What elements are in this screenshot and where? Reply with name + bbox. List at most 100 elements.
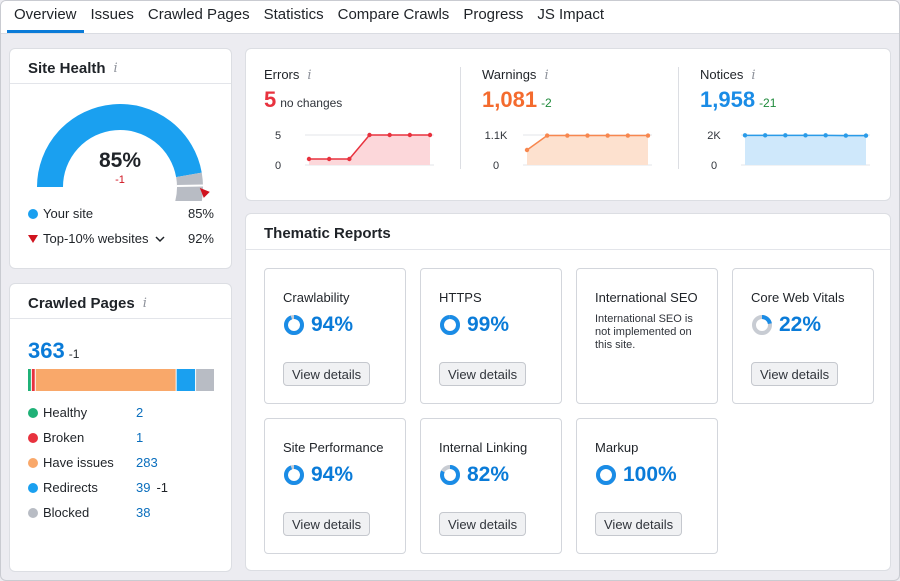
- notices-stat: Notices i 1,958 -21: [700, 67, 899, 113]
- chevron-down-icon[interactable]: [154, 235, 165, 243]
- report-card-international-seo[interactable]: International SEO International SEO is no…: [576, 268, 718, 404]
- info-icon[interactable]: i: [142, 296, 147, 311]
- view-details-button[interactable]: View details: [439, 362, 527, 386]
- report-score: 99%: [439, 313, 509, 337]
- crawled-pages-delta: -1: [68, 347, 80, 361]
- report-card-https[interactable]: HTTPS 99% View details: [420, 268, 562, 404]
- crawled-pages-row[interactable]: Broken 1: [28, 430, 143, 445]
- errors-delta: no changes: [280, 96, 343, 110]
- sparkline-point[interactable]: [645, 133, 651, 138]
- sparkline-point[interactable]: [544, 133, 550, 138]
- view-details-button[interactable]: View details: [283, 512, 371, 536]
- divider: [246, 249, 890, 250]
- row-label: Blocked: [43, 505, 90, 520]
- view-details-button[interactable]: View details: [751, 362, 839, 386]
- sparkline-point[interactable]: [585, 133, 590, 138]
- y-tick-label-bottom: 0: [275, 160, 281, 172]
- site-health-card: Site Health i 85% -1 Your site 85% Top-1…: [9, 48, 232, 269]
- thematic-reports-card: Thematic Reports Crawlability 94% View det…: [245, 213, 891, 571]
- info-icon[interactable]: i: [113, 61, 118, 76]
- row-count[interactable]: 1: [136, 430, 144, 445]
- divider: [10, 318, 231, 319]
- warnings-value[interactable]: 1,081 -2: [482, 87, 552, 112]
- sparkline-point[interactable]: [625, 133, 631, 138]
- site-health-percent: 85%: [99, 149, 141, 172]
- sparkline-point[interactable]: [803, 133, 808, 138]
- tab-compare-crawls[interactable]: Compare Crawls: [337, 6, 450, 23]
- report-card-internal-linking[interactable]: Internal Linking 82% View details: [420, 418, 562, 554]
- errors-sparkline: 50: [275, 130, 434, 172]
- legend-top10[interactable]: Top-10% websites 92%: [28, 231, 214, 246]
- sparkline-point[interactable]: [762, 133, 768, 138]
- tab-statistics[interactable]: Statistics: [263, 6, 324, 23]
- bar-segment-blocked[interactable]: [196, 369, 214, 391]
- sparkline-point[interactable]: [306, 156, 312, 162]
- errors-value[interactable]: 5 no changes: [264, 87, 343, 112]
- sparkline-point[interactable]: [823, 133, 828, 138]
- info-icon[interactable]: i: [544, 68, 549, 83]
- view-details-button[interactable]: View details: [595, 512, 683, 536]
- sparkline-point[interactable]: [347, 156, 352, 162]
- bar-segment-redirects[interactable]: [176, 369, 196, 391]
- bar-segment-have-issues[interactable]: [35, 369, 176, 391]
- divider: [678, 67, 679, 169]
- sparkline-point[interactable]: [605, 133, 610, 138]
- row-count[interactable]: 39 -1: [136, 480, 169, 495]
- sparkline-area: [527, 135, 648, 165]
- sparkline-point[interactable]: [742, 133, 748, 138]
- row-count[interactable]: 283: [136, 455, 158, 470]
- tab-crawled-pages[interactable]: Crawled Pages: [147, 6, 250, 23]
- info-icon[interactable]: i: [307, 68, 312, 83]
- thematic-reports-title: Thematic Reports: [264, 225, 391, 242]
- sparkline-point[interactable]: [863, 133, 869, 138]
- errors-stat: Errors i 5 no changes: [264, 67, 464, 113]
- tab-overview[interactable]: Overview: [7, 1, 84, 33]
- crawled-pages-row[interactable]: Blocked 38: [28, 505, 150, 520]
- legend-dot-icon: [28, 457, 38, 468]
- info-icon[interactable]: i: [751, 68, 756, 83]
- row-count[interactable]: 2: [136, 405, 144, 420]
- crawled-pages-row[interactable]: Have issues 283: [28, 455, 158, 470]
- row-label: Have issues: [43, 455, 114, 470]
- sparkline-point[interactable]: [783, 133, 788, 138]
- notices-value[interactable]: 1,958 -21: [700, 87, 777, 112]
- crawled-pages-total[interactable]: 363: [28, 338, 65, 363]
- ring-fill: [440, 315, 460, 335]
- sparkline-point[interactable]: [387, 132, 392, 138]
- report-name: Core Web Vitals: [751, 290, 845, 305]
- bar-segment-healthy[interactable]: [28, 369, 31, 391]
- report-card-site-performance[interactable]: Site Performance 94% View details: [264, 418, 406, 554]
- sparkline-point[interactable]: [565, 133, 570, 138]
- tab-bar: Overview Issues Crawled Pages Statistics…: [1, 1, 899, 34]
- crawled-pages-title: Crawled Pages: [28, 295, 135, 312]
- ring-fill: [752, 315, 772, 335]
- errors-label: Errors i: [264, 67, 312, 83]
- tab-issues[interactable]: Issues: [90, 6, 134, 23]
- sparkline-point[interactable]: [367, 132, 372, 138]
- tab-progress[interactable]: Progress: [463, 6, 524, 23]
- sparkline-point[interactable]: [407, 132, 413, 138]
- report-name: Site Performance: [283, 440, 384, 455]
- sparkline-area: [309, 135, 430, 165]
- bar-segment-broken[interactable]: [31, 369, 35, 391]
- report-card-crawlability[interactable]: Crawlability 94% View details: [264, 268, 406, 404]
- legend-dot-icon: [28, 432, 38, 443]
- view-details-button[interactable]: View details: [283, 362, 371, 386]
- report-card-markup[interactable]: Markup 100% View details: [576, 418, 718, 554]
- ring-fill: [284, 465, 304, 485]
- y-tick-label-bottom: 0: [711, 160, 717, 172]
- gauge-top10-arc: [175, 172, 203, 201]
- report-card-core-web-vitals[interactable]: Core Web Vitals 22% View details: [732, 268, 874, 404]
- crawled-pages-row[interactable]: Redirects 39 -1: [28, 480, 168, 495]
- sparkline-point[interactable]: [427, 132, 433, 138]
- row-count[interactable]: 38: [136, 505, 151, 520]
- sparkline-point[interactable]: [524, 147, 530, 153]
- sparkline-point[interactable]: [843, 133, 849, 138]
- view-details-button[interactable]: View details: [439, 512, 527, 536]
- sparkline-point[interactable]: [326, 156, 332, 162]
- tab-js-impact[interactable]: JS Impact: [537, 6, 605, 23]
- ring-fill: [440, 465, 460, 485]
- crawled-pages-row[interactable]: Healthy 2: [28, 405, 143, 420]
- progress-ring-icon: [284, 465, 304, 485]
